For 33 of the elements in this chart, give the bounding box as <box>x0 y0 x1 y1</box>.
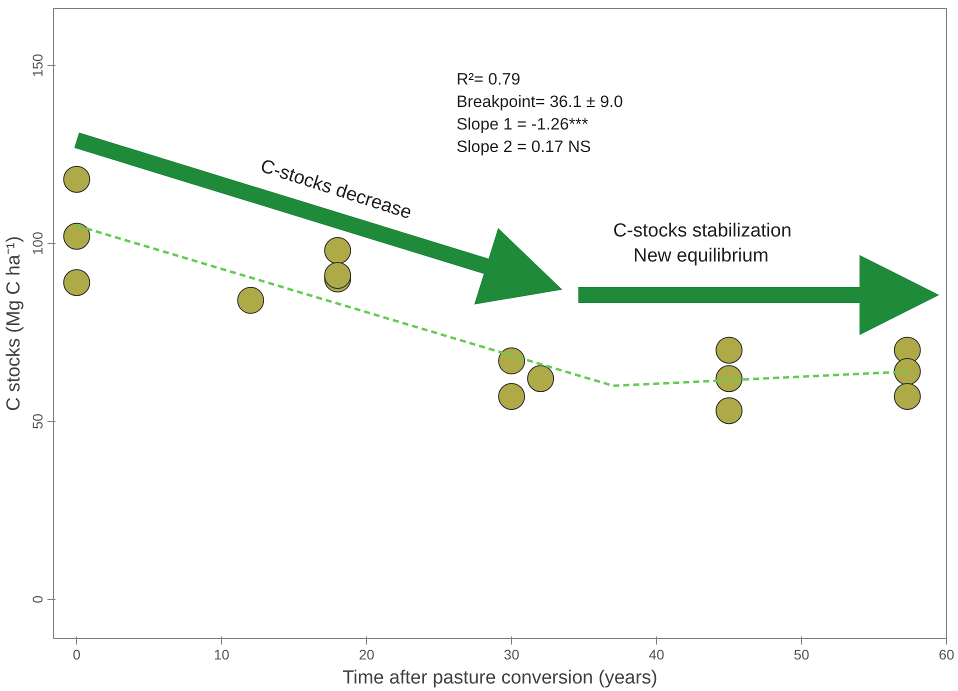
point <box>498 382 526 410</box>
point <box>716 365 743 392</box>
point <box>716 397 743 424</box>
annotation: New equilibrium <box>633 246 769 267</box>
annotation: Slope 2 = 0.17 NS <box>456 138 591 156</box>
x-axis-title: Time after pasture conversion (years) <box>342 668 658 688</box>
point <box>324 262 352 289</box>
x-tick-label: 50 <box>794 646 810 662</box>
y-tick-label: 0 <box>30 595 46 604</box>
point <box>498 347 526 374</box>
y-tick-label: 150 <box>30 54 46 78</box>
annotation: C-stocks stabilization <box>613 220 792 242</box>
x-tick-label: 20 <box>358 646 375 662</box>
x-tick-label: 10 <box>214 646 230 662</box>
point <box>237 286 264 314</box>
y-tick-label: 50 <box>30 413 46 430</box>
point <box>324 237 352 264</box>
x-tick-label: 30 <box>504 646 520 662</box>
point <box>63 269 90 296</box>
point <box>527 365 554 392</box>
y-tick-label: 100 <box>30 232 46 256</box>
x-tick-label: 60 <box>938 646 954 662</box>
x-tick-label: 0 <box>72 646 81 662</box>
annotation: Slope 1 = -1.26*** <box>456 115 589 134</box>
point <box>716 336 743 364</box>
point <box>894 382 921 410</box>
x-tick-label: 40 <box>648 646 665 662</box>
point <box>63 166 90 193</box>
point <box>894 358 921 386</box>
annotation: Breakpoint= 36.1 ± 9.0 <box>456 93 623 112</box>
y-axis-title: C stocks (Mg C ha⁻¹) <box>4 236 24 411</box>
annotation: R²= 0.79 <box>456 70 520 89</box>
point <box>63 222 90 250</box>
